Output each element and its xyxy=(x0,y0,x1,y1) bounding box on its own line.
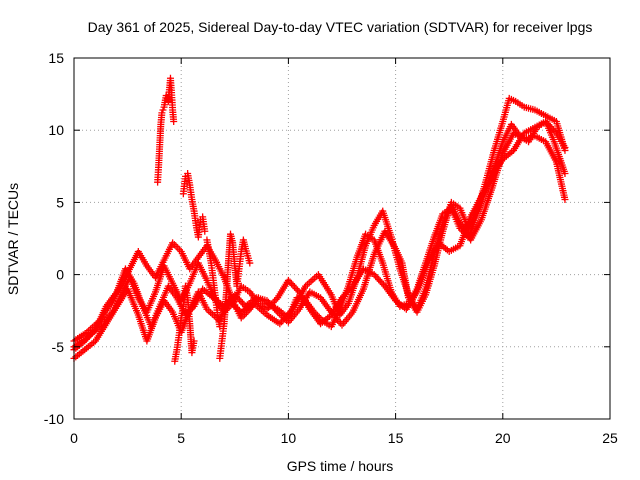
trace-4-point xyxy=(549,126,557,134)
trace-4-point xyxy=(286,278,294,286)
spike-7h-point xyxy=(246,259,254,267)
trace-4-point xyxy=(272,295,280,303)
spike-5h-point xyxy=(201,227,209,235)
trace-4-point xyxy=(289,281,297,289)
trace-4-point xyxy=(370,271,378,279)
trace-4-point xyxy=(546,122,554,130)
trace-4-point xyxy=(269,299,277,307)
x-tick-label: 25 xyxy=(602,430,618,446)
trace-4-point xyxy=(347,284,355,292)
x-axis-label: GPS time / hours xyxy=(287,458,394,474)
trace-4-point xyxy=(372,272,380,280)
spike-4h-point xyxy=(170,118,178,126)
chart-title: Day 361 of 2025, Sidereal Day-to-day VTE… xyxy=(88,19,593,35)
trace-4-point xyxy=(294,286,302,294)
trace-1-point xyxy=(238,299,246,307)
trace-4-point xyxy=(284,276,292,284)
trace-4-point xyxy=(341,290,349,298)
trace-4-point xyxy=(268,300,276,308)
trace-4-point xyxy=(551,127,559,135)
y-tick-label: 10 xyxy=(48,122,64,138)
trace-1-point xyxy=(237,297,245,305)
spike-6h-point xyxy=(216,323,224,331)
y-tick-label: 0 xyxy=(56,267,64,283)
y-axis-label: SDTVAR / TECUs xyxy=(5,183,21,295)
y-tick-label: 5 xyxy=(56,194,64,210)
trace-4-point xyxy=(543,119,551,127)
y-tick-label: -10 xyxy=(44,411,64,427)
trace-4-point xyxy=(291,283,299,291)
x-tick-label: 0 xyxy=(70,430,78,446)
spike-4-5h-low-point xyxy=(190,337,198,345)
y-tick-label: -5 xyxy=(52,339,65,355)
x-tick-label: 15 xyxy=(388,430,404,446)
trace-4-point xyxy=(373,274,381,282)
trace-4-point xyxy=(292,285,300,293)
trace-4-point xyxy=(548,124,556,132)
trace-4-point xyxy=(376,277,384,285)
trace-3-point xyxy=(561,170,569,178)
grid-lines xyxy=(74,58,610,419)
axis-ticks: 0 5 10 15 20 25 -10 -5 0 5 10 15 xyxy=(44,50,618,446)
trace-4-point xyxy=(263,305,271,313)
trace-4-point xyxy=(266,302,274,310)
trace-4-point xyxy=(264,304,272,312)
trace-3-point xyxy=(172,242,180,250)
x-tick-label: 20 xyxy=(495,430,511,446)
trace-4-point xyxy=(561,144,569,152)
trace-4-point xyxy=(271,297,279,305)
trace-4-point xyxy=(340,292,348,300)
x-tick-label: 10 xyxy=(281,430,297,446)
trace-4-point xyxy=(346,285,354,293)
trace-4-point xyxy=(287,280,295,288)
trace-4-point xyxy=(344,287,352,295)
x-tick-label: 5 xyxy=(177,430,185,446)
trace-4-point xyxy=(338,294,346,302)
trace-4-point xyxy=(343,289,351,297)
trace-2-point xyxy=(561,196,569,204)
trace-3-point xyxy=(174,244,182,252)
trace-4-point xyxy=(542,118,550,126)
plot-frame xyxy=(73,57,611,420)
trace-4-point xyxy=(375,276,383,284)
data-points xyxy=(70,74,569,365)
trace-4-point xyxy=(378,279,386,287)
y-tick-label: 15 xyxy=(48,50,64,66)
trace-4-point xyxy=(545,121,553,129)
